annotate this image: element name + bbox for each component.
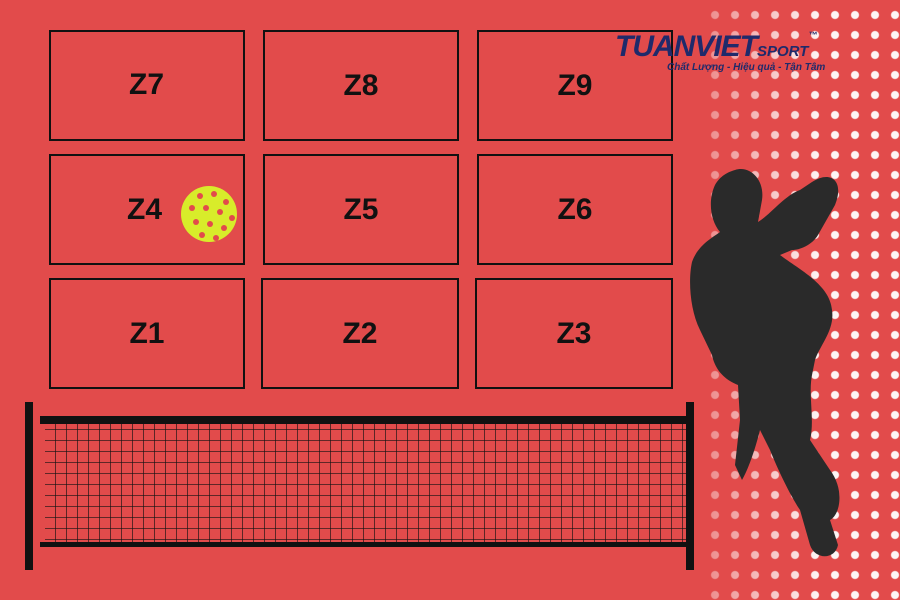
- zone-z8: Z8: [263, 30, 459, 141]
- zone-label: Z8: [343, 68, 379, 102]
- zone-label: Z3: [556, 316, 592, 350]
- player-silhouette-icon: [690, 169, 840, 557]
- zone-label: Z5: [343, 192, 379, 226]
- zone-label: Z4: [127, 192, 163, 226]
- net: [25, 402, 694, 570]
- logo-brand: TUANVIET: [615, 30, 758, 63]
- zone-label: Z6: [557, 192, 593, 226]
- logo-suffix: SPORT: [757, 43, 809, 60]
- pickleball-icon: [181, 186, 237, 242]
- zone-z1: Z1: [49, 278, 245, 389]
- zone-label: Z7: [129, 68, 165, 101]
- brand-logo: TUANVIETSPORT ™ Chất Lượng - Hiệu quả - T…: [615, 30, 875, 73]
- zone-z2: Z2: [261, 278, 459, 389]
- zone-z6: Z6: [477, 154, 673, 265]
- zone-label: Z1: [129, 316, 165, 350]
- zone-z4: Z4: [49, 154, 245, 265]
- zone-label: Z9: [557, 68, 593, 102]
- net-post-left: [25, 402, 33, 570]
- logo-tm: ™: [808, 30, 818, 40]
- zone-z5: Z5: [263, 154, 459, 265]
- zone-z9: Z9: [477, 30, 673, 141]
- zone-z7: Z7: [49, 30, 245, 141]
- logo-tagline: Chất Lượng - Hiệu quả - Tận Tâm: [667, 62, 826, 73]
- zone-z3: Z3: [475, 278, 673, 389]
- zone-label: Z2: [342, 316, 378, 350]
- net-post-right: [686, 402, 694, 570]
